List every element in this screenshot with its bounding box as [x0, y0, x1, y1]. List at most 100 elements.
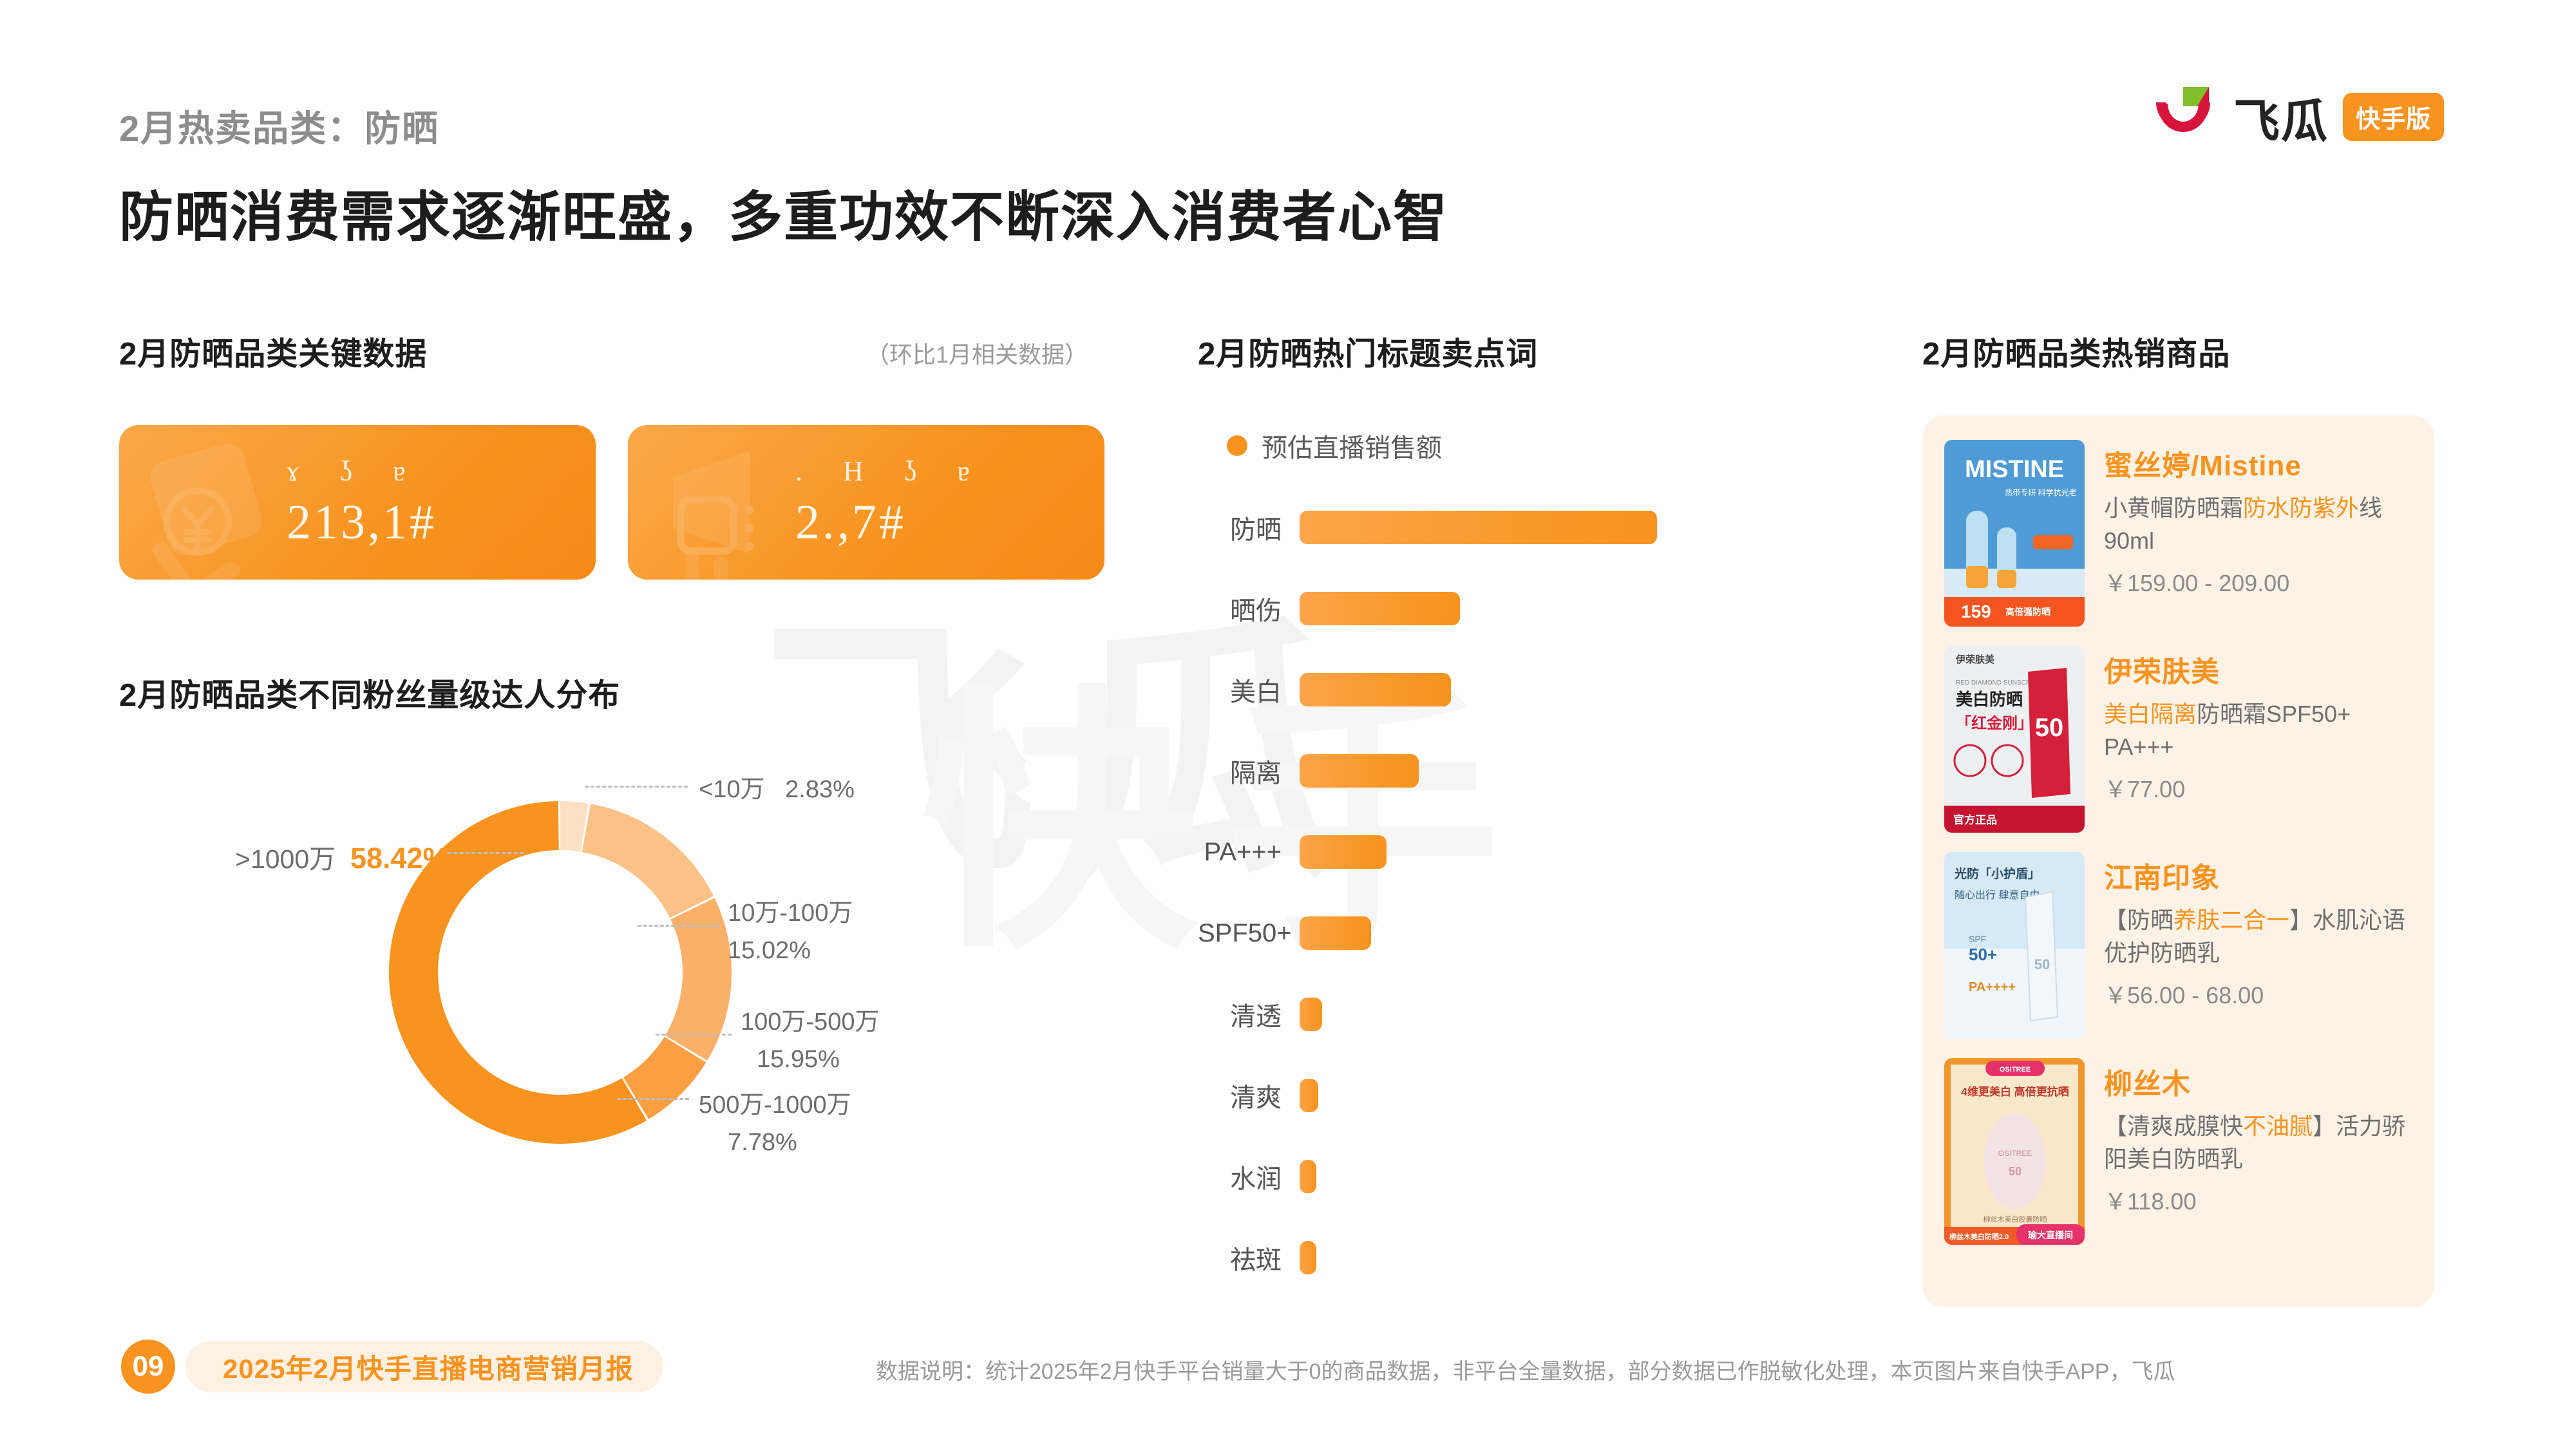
product-brand: 蜜丝婷/Mistine: [2104, 450, 2302, 482]
logo-version-badge: 快手版: [2342, 92, 2444, 141]
bar-category-label: 防晒: [1230, 516, 1282, 544]
svg-text:50+: 50+: [1969, 945, 1997, 964]
svg-text:光防「小护盾」: 光防「小护盾」: [1954, 866, 2040, 881]
bar-row: 水润: [1198, 1158, 1316, 1195]
yuan-coin-icon: [150, 443, 262, 580]
product-thumbnail: MISTINE 热带专研 科学抗光老 159 高倍强防晒: [1944, 440, 2085, 627]
svg-text:热带专研 科学抗光老: 热带专研 科学抗光老: [2005, 488, 2076, 497]
product-price: ￥77.00: [2104, 776, 2186, 803]
kpi-card-streams[interactable]: . H ʖ ɐ 2.,7#: [628, 425, 1104, 580]
svg-text:PA++++: PA++++: [1969, 980, 2016, 994]
product-item[interactable]: 伊荣肤美 RED DIAMOND SUNSCREEN 美白防晒 「红金刚」 50…: [1944, 646, 2412, 852]
donut-value-10-100w: 15.02%: [728, 937, 811, 964]
legend-color-dot: [1227, 435, 1247, 456]
bar-row: 祛斑: [1198, 1239, 1316, 1276]
svg-text:官方正品: 官方正品: [1953, 813, 1997, 826]
product-price: ￥118.00: [2104, 1188, 2197, 1215]
product-description: 小黄帽防晒霜防水防紫外线90ml: [2104, 495, 2383, 554]
bar-value: [1300, 1079, 1319, 1112]
bar-value: [1300, 1241, 1316, 1274]
bar-row: 美白: [1198, 671, 1452, 708]
svg-text:瑜大直播间: 瑜大直播间: [2028, 1230, 2073, 1240]
svg-text:OSITREE: OSITREE: [1998, 1149, 2032, 1158]
bar-value: [1300, 835, 1387, 869]
bar-value: [1300, 511, 1657, 544]
kpi-card-sales-value: 213,1#: [287, 495, 437, 549]
svg-text:「红金刚」: 「红金刚」: [1956, 714, 2033, 732]
bar-category-label: 清爽: [1230, 1084, 1282, 1112]
product-thumbnail: 光防「小护盾」 随心出行 肆意自由 SPF 50+ PA++++ 50: [1944, 852, 2085, 1039]
watermark-kuaishou: 快手: [921, 670, 1526, 980]
donut-value-500-1000w: 7.78%: [728, 1129, 797, 1156]
bar-row: PA+++: [1198, 833, 1387, 871]
svg-text:高倍强防晒: 高倍强防晒: [2005, 607, 2050, 617]
legend-label: 预估直播销售额: [1262, 434, 1442, 462]
bar-category-label: 水润: [1230, 1165, 1282, 1193]
product-description: 【防晒养肤二合一】水肌沁语优护防晒乳: [2104, 907, 2406, 967]
leader-line-500-1000w: [617, 1098, 689, 1100]
product-item[interactable]: OSITREE 4维更美白 高倍更抗晒 OSITREE 50 柳丝木美白胶囊防晒…: [1944, 1058, 2412, 1264]
donut-label-lt10w: <10万 2.83%: [699, 776, 855, 803]
watermark-feigua: 飞瓜: [760, 600, 1365, 909]
donut-value-100-500w: 15.95%: [757, 1046, 840, 1073]
donut-section-title: 2月防晒品类不同粉丝量级达人分布: [119, 678, 621, 713]
brand-logo: 飞瓜 快手版: [2147, 80, 2444, 153]
product-brand: 江南印象: [2104, 862, 2220, 894]
bar-category-label: 美白: [1230, 678, 1282, 706]
kpi-card-streams-label: . H ʖ ɐ: [795, 455, 987, 487]
bar-section-title: 2月防晒热门标题卖点词: [1198, 337, 1539, 372]
bar-chart-legend: 预估直播销售额: [1227, 427, 1442, 464]
bar-value: [1300, 673, 1452, 706]
svg-text:OSITREE: OSITREE: [2000, 1066, 2031, 1074]
kpi-card-sales[interactable]: ɤ ʖ ɐ 213,1#: [119, 425, 596, 580]
svg-text:随心出行 肆意自由: 随心出行 肆意自由: [1955, 889, 2040, 901]
logo-wordmark: 飞瓜: [2233, 95, 2329, 147]
product-item[interactable]: MISTINE 热带专研 科学抗光老 159 高倍强防晒 蜜丝婷/Mistine…: [1944, 440, 2412, 646]
slide-headline: 防晒消费需求逐渐旺盛，多重功效不断深入消费者心智: [119, 187, 1449, 247]
product-brand: 伊荣肤美: [2104, 656, 2220, 688]
bar-value: [1300, 754, 1419, 788]
slide-eyebrow: 2月热卖品类：防晒: [119, 108, 440, 149]
svg-text:MISTINE: MISTINE: [1965, 456, 2064, 483]
svg-text:50: 50: [2035, 714, 2064, 742]
product-description: 美白隔离防晒霜SPF50+ PA+++: [2104, 701, 2351, 761]
bar-row: SPF50+: [1198, 914, 1371, 952]
donut-slice-2: [389, 801, 732, 1144]
footer-data-note: 数据说明：统计2025年2月快手平台销量大于0的商品数据，非平台全量数据，部分数…: [876, 1359, 2175, 1384]
bar-row: 晒伤: [1198, 590, 1460, 627]
donut-label-100-500w: 100万-500万: [741, 1009, 880, 1036]
leader-line-100-500w: [656, 1034, 732, 1036]
svg-text:50: 50: [2009, 1165, 2022, 1178]
svg-text:159: 159: [1961, 601, 1991, 621]
bar-category-label: 祛斑: [1230, 1246, 1282, 1274]
bar-category-label: PA+++: [1204, 837, 1282, 866]
kpi-section-subtitle: （环比1月相关数据）: [866, 341, 1088, 368]
bar-category-label: 清透: [1230, 1003, 1282, 1031]
product-price: ￥56.00 - 68.00: [2104, 982, 2264, 1009]
megaphone-icon: [673, 451, 753, 580]
bar-row: 隔离: [1198, 752, 1419, 790]
product-price: ￥159.00 - 209.00: [2104, 570, 2290, 597]
svg-text:柳丝木美白防晒2.0: 柳丝木美白防晒2.0: [1949, 1232, 2009, 1241]
donut-svg: [389, 801, 732, 1144]
svg-text:伊荣肤美: 伊荣肤美: [1955, 654, 1995, 665]
svg-text:50: 50: [2034, 956, 2050, 972]
svg-text:4维更美白 高倍更抗晒: 4维更美白 高倍更抗晒: [1961, 1085, 2069, 1098]
bar-value: [1300, 592, 1460, 625]
bar-value: [1300, 916, 1371, 950]
product-description: 【清爽成膜快不油腻】活力骄阳美白防晒乳: [2104, 1113, 2406, 1173]
svg-text:RED DIAMOND SUNSCREEN: RED DIAMOND SUNSCREEN: [1956, 679, 2044, 687]
bar-category-label: SPF50+: [1198, 918, 1292, 947]
bar-row: 防晒: [1198, 509, 1657, 546]
kpi-card-sales-label: ɤ ʖ ɐ: [287, 455, 422, 487]
kpi-card-streams-value: 2.,7#: [795, 495, 906, 549]
kpi-section-title: 2月防晒品类关键数据: [119, 337, 428, 372]
leader-line-lt10w: [585, 786, 688, 788]
leader-line-10-100w: [638, 925, 720, 927]
bar-category-label: 晒伤: [1230, 597, 1282, 625]
bar-row: 清爽: [1198, 1077, 1319, 1114]
product-item[interactable]: 光防「小护盾」 随心出行 肆意自由 SPF 50+ PA++++ 50 江南印象…: [1944, 852, 2412, 1058]
fans-distribution-donut-chart: <10万 2.83% 10万-100万 15.02% 100万-500万 15.…: [235, 773, 879, 1172]
donut-slice-0: [389, 801, 732, 1144]
